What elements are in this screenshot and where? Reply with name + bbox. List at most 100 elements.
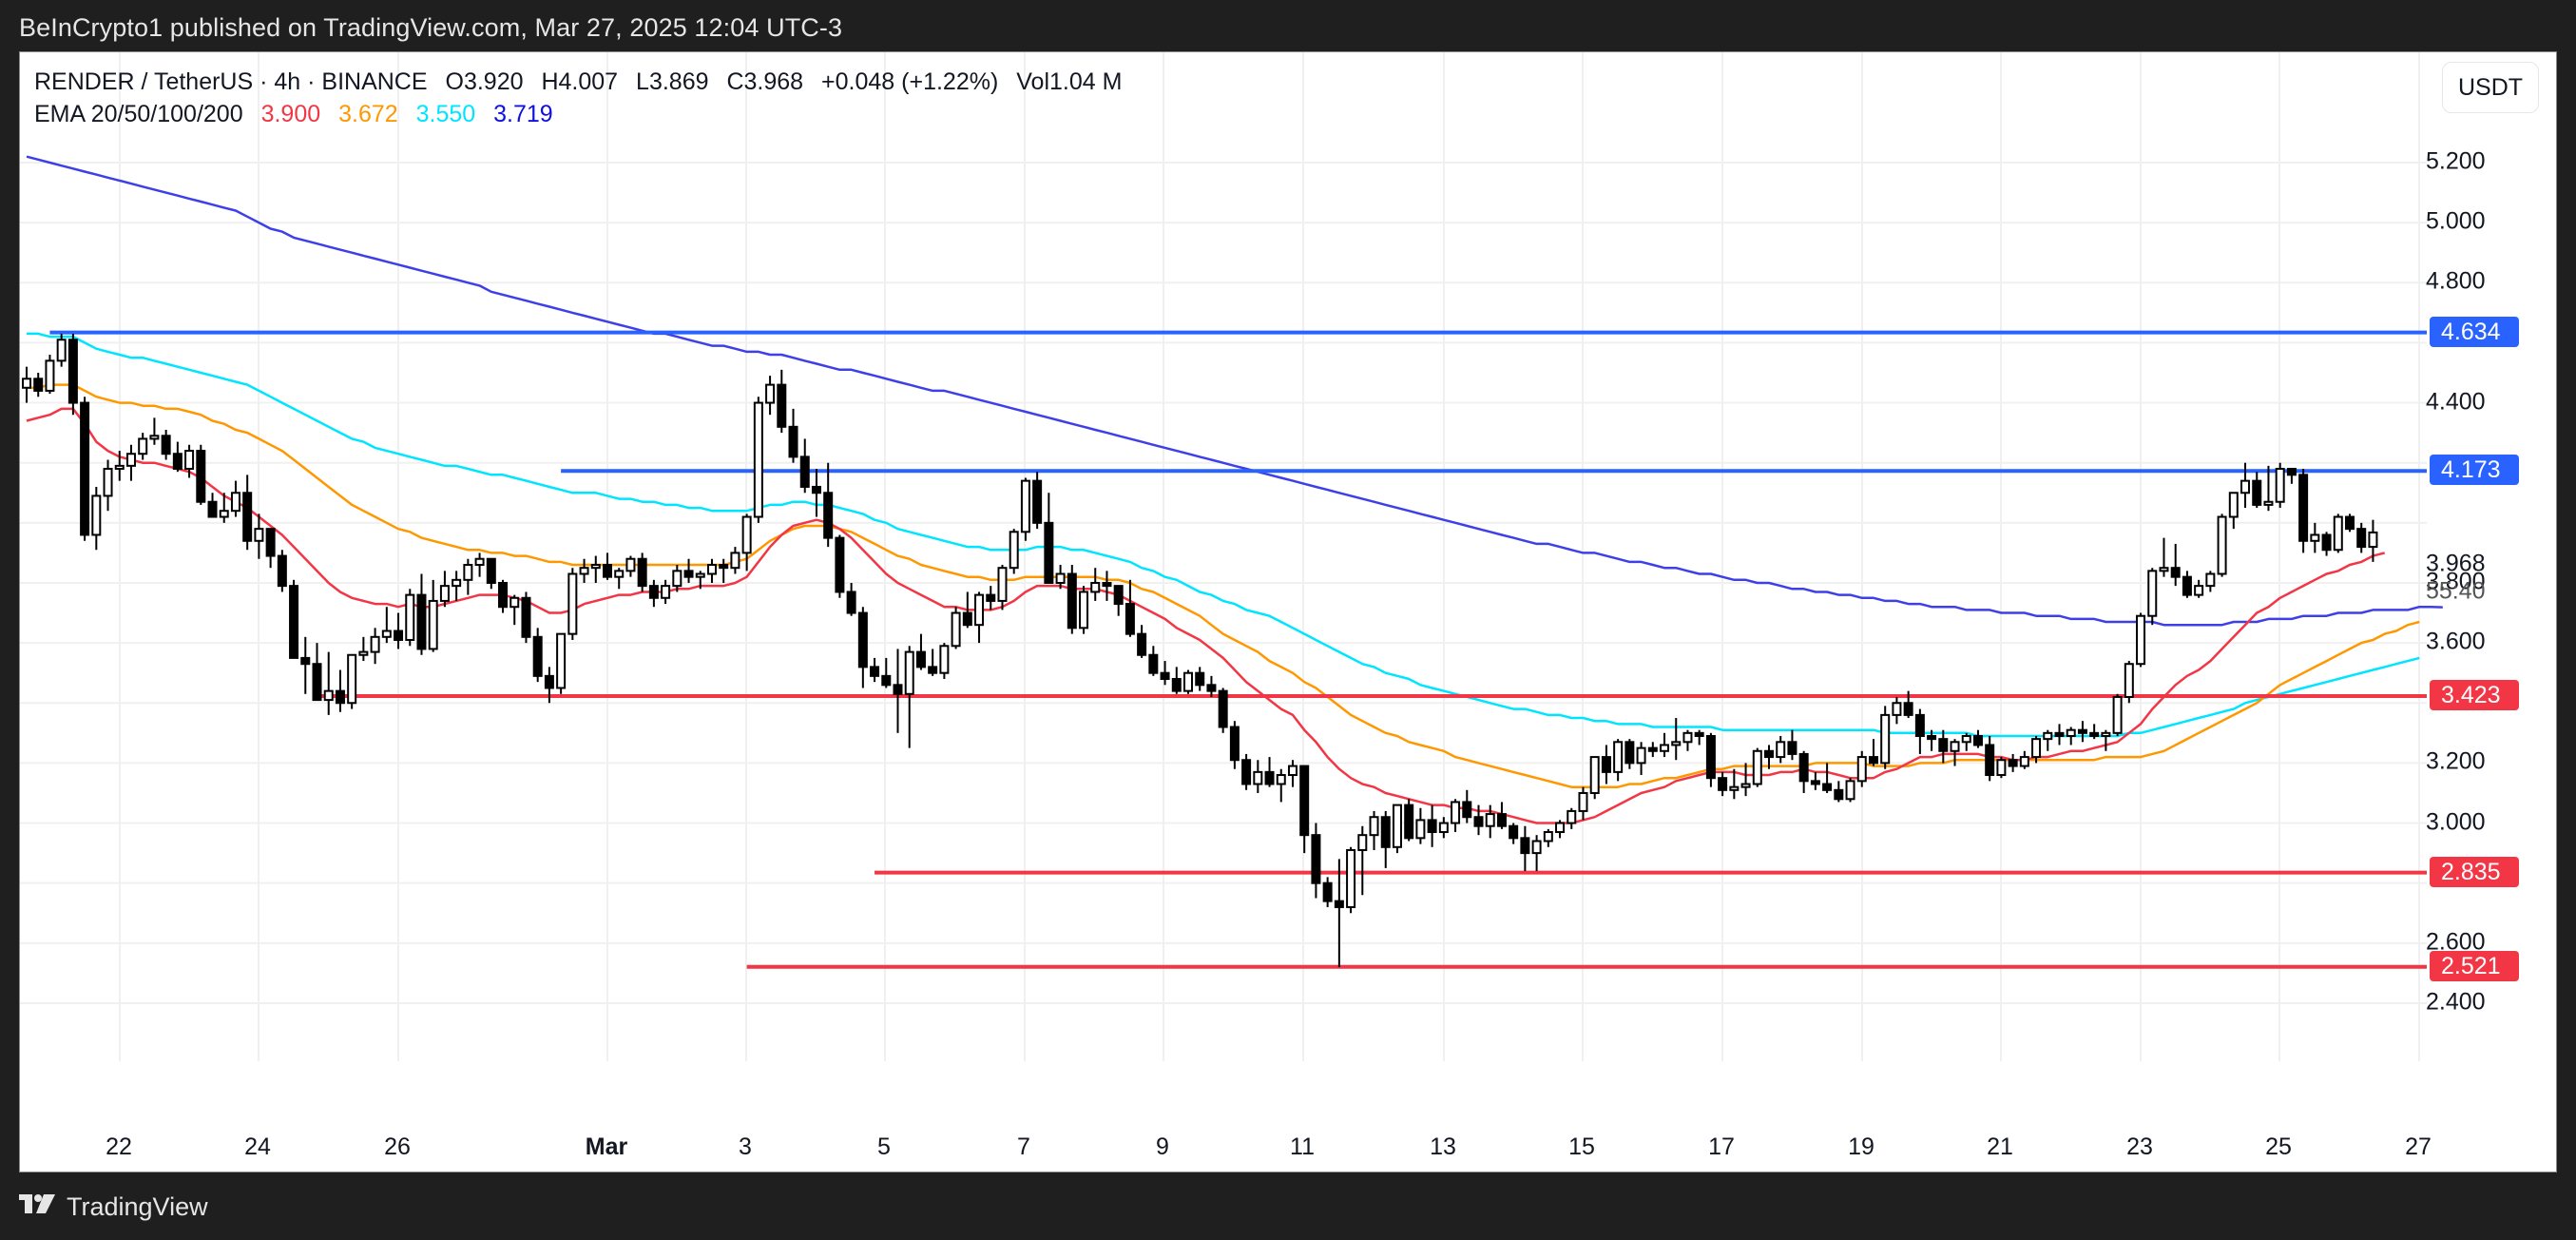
candle-up <box>741 515 752 554</box>
price-tick: 3.000 <box>2426 808 2486 836</box>
candle-up <box>1287 765 1298 777</box>
candle-down <box>1601 756 1611 773</box>
candle-up <box>2147 570 2158 617</box>
ema-row: EMA 20/50/100/200 3.900 3.672 3.550 3.71… <box>34 98 1133 130</box>
candle-down <box>2345 515 2355 531</box>
candle-up <box>149 435 160 440</box>
candle-down <box>2054 731 2065 737</box>
candle-down <box>719 564 729 570</box>
candle-up <box>1729 785 1740 791</box>
candle-up <box>509 596 520 609</box>
date-tick: 27 <box>2405 1133 2432 1160</box>
current-price-label: 3.968 <box>2426 550 2486 577</box>
candle-down <box>1787 741 1797 755</box>
candle-down <box>1798 752 1809 783</box>
price-tick: 5.000 <box>2426 207 2486 235</box>
ohlc-low: L3.869 <box>636 68 709 95</box>
candle-up <box>2136 614 2146 666</box>
candle-up <box>1346 848 1356 908</box>
ema200-line <box>26 155 2443 627</box>
candle-up <box>22 378 31 389</box>
candle-up <box>556 632 567 689</box>
support-level-badge: 2.835 <box>2430 856 2519 887</box>
chart-frame[interactable]: RENDER / TetherUS · 4h · BINANCE O3.920 … <box>19 51 2557 1172</box>
candle-down <box>811 485 821 494</box>
candle-up <box>2066 728 2076 737</box>
candle-down <box>1125 603 1135 635</box>
candle-up <box>2263 500 2274 506</box>
candle-down <box>1914 713 1925 737</box>
candle-down <box>962 611 972 627</box>
candle-up <box>614 570 625 578</box>
tradingview-brand[interactable]: TradingView <box>67 1192 208 1221</box>
candle-up <box>2205 572 2216 588</box>
candle-down <box>2008 759 2018 767</box>
candle-up <box>567 572 578 635</box>
candle-down <box>683 570 694 578</box>
candle-up <box>1055 572 1066 584</box>
candle-down <box>1113 585 1124 606</box>
candle-down <box>1427 819 1437 834</box>
candle-up <box>1950 741 1960 752</box>
price-tick: 2.400 <box>2426 988 2486 1016</box>
candle-up <box>2019 756 2029 767</box>
candle-down <box>1705 734 1716 780</box>
symbol-info[interactable]: RENDER / TetherUS · 4h · BINANCE <box>34 68 428 95</box>
ohlc-change: +0.048 (+1.22%) <box>821 68 999 95</box>
candle-up <box>56 339 67 362</box>
candle-down <box>1927 734 1937 741</box>
tradingview-logo-icon[interactable] <box>19 1192 57 1222</box>
candle-down <box>207 500 218 518</box>
candle-up <box>1567 809 1577 824</box>
price-tick: 5.200 <box>2426 147 2486 175</box>
candle-down <box>1032 479 1043 524</box>
candle-down <box>1241 759 1252 785</box>
candle-up <box>579 567 589 575</box>
candle-up <box>2112 695 2123 734</box>
date-tick: 22 <box>106 1133 132 1160</box>
support-level-badge: 3.423 <box>2430 679 2519 710</box>
currency-button[interactable]: USDT <box>2442 62 2539 113</box>
candle-up <box>661 585 671 599</box>
candle-up <box>2031 738 2042 759</box>
candle-up <box>474 557 485 567</box>
candle-down <box>1380 816 1391 848</box>
candle-down <box>33 378 44 392</box>
candle-up <box>1079 591 1089 630</box>
candle-down <box>881 674 892 687</box>
candle-up <box>138 437 148 455</box>
candle-up <box>2124 663 2134 698</box>
candle-down <box>846 591 856 614</box>
candle-down <box>1206 684 1217 692</box>
ema200-value: 3.719 <box>493 101 553 127</box>
candle-up <box>2275 468 2285 503</box>
candle-down <box>172 453 183 471</box>
candle-down <box>1718 777 1728 791</box>
date-tick: 15 <box>1568 1133 1595 1160</box>
ohlc-close: C3.968 <box>726 68 804 95</box>
candle-up <box>2333 515 2343 552</box>
candle-down <box>2170 567 2181 578</box>
candle-up <box>625 557 636 572</box>
candle-down <box>1334 900 1344 908</box>
price-tick: 4.400 <box>2426 388 2486 416</box>
candle-up <box>347 653 357 705</box>
candle-up <box>381 630 392 638</box>
candle-up <box>765 383 776 404</box>
candle-up <box>2043 731 2053 741</box>
candle-up <box>1009 531 1019 570</box>
candle-down <box>1218 689 1228 728</box>
candle-down <box>2182 575 2192 596</box>
candle-up <box>1369 816 1379 837</box>
candle-down <box>1044 521 1054 584</box>
candle-down <box>928 666 938 674</box>
candlestick-chart[interactable] <box>20 52 2557 1172</box>
price-tick: 4.800 <box>2426 267 2486 295</box>
ema-label[interactable]: EMA 20/50/100/200 <box>34 101 243 127</box>
candle-up <box>1996 759 2007 777</box>
candle-down <box>1810 780 1820 785</box>
candle-up <box>951 611 961 648</box>
candle-down <box>2077 728 2087 734</box>
candle-down <box>486 557 496 584</box>
candle-down <box>2089 731 2100 737</box>
